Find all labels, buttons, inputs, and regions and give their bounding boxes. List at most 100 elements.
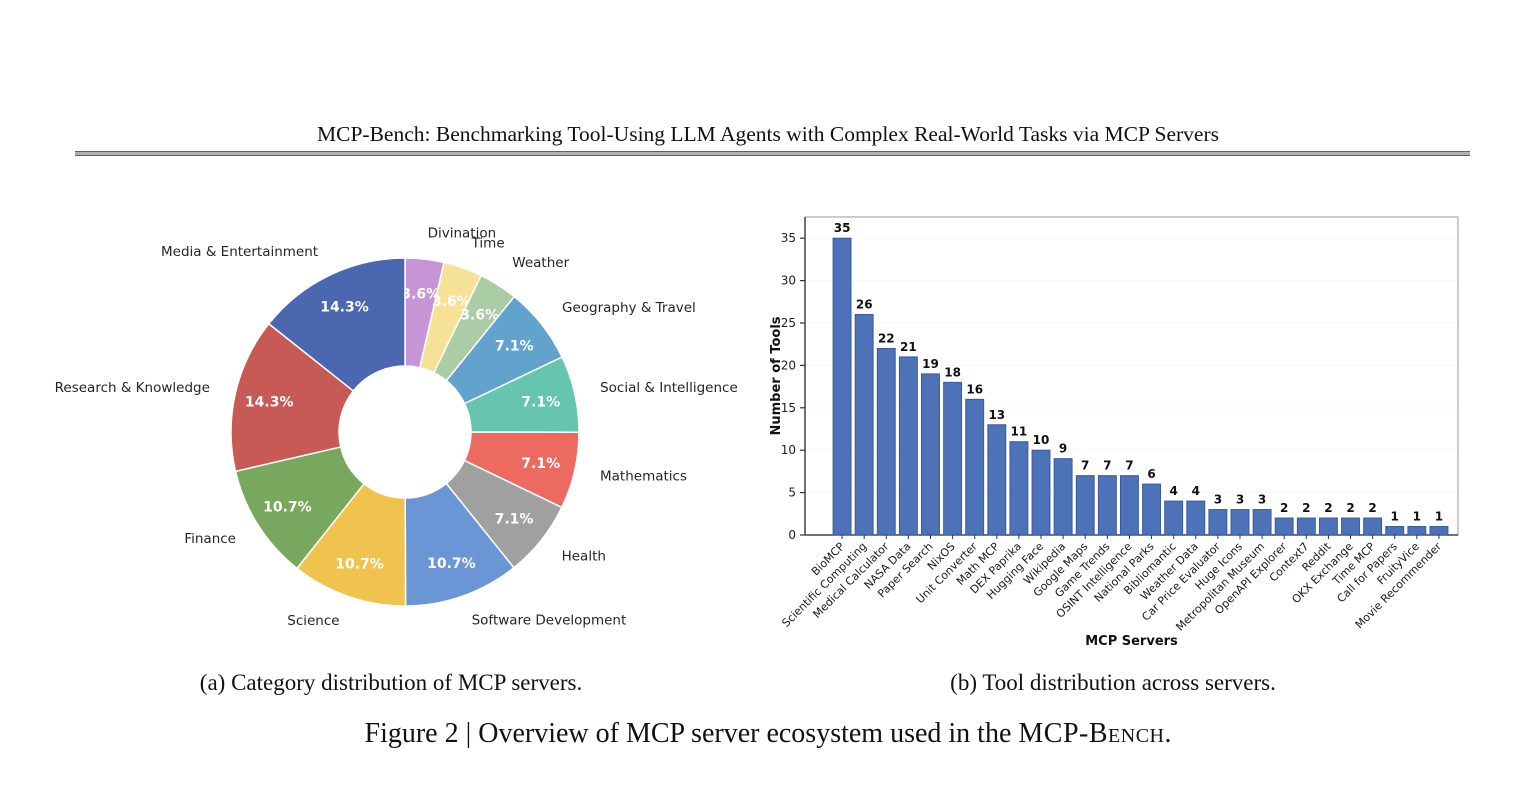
pie-percent-label-time: 3.6% xyxy=(432,294,471,310)
bar-value-label-math-mcp: 13 xyxy=(988,408,1005,422)
bar-value-label-unit-converter: 16 xyxy=(966,382,983,396)
pie-category-label-divination: Divination xyxy=(428,225,497,241)
pie-category-label-time: Time xyxy=(471,235,505,251)
pie-percent-label-weather: 3.6% xyxy=(460,308,499,324)
pie-category-label-health: Health xyxy=(562,548,606,564)
bar-okx-exchange xyxy=(1341,517,1360,536)
pie-percent-label-research-knowledge: 14.3% xyxy=(245,394,294,410)
bar-medical-calculator xyxy=(876,347,896,536)
bar-value-label-metropolitan-museum: 3 xyxy=(1258,493,1266,507)
bar-dex-paprika xyxy=(1009,441,1029,536)
pie-category-label-finance: Finance xyxy=(184,531,236,547)
bar-value-label-time-mcp: 2 xyxy=(1368,501,1376,515)
bar-nixos xyxy=(943,381,963,536)
bar-hugging-face xyxy=(1031,449,1051,536)
pie-slice-media-entertainment xyxy=(267,257,406,392)
bar-value-label-biomcp: 35 xyxy=(834,221,851,235)
bar-scientific-computing xyxy=(854,314,874,536)
pie-category-label-science: Science xyxy=(287,613,339,629)
bar-value-label-fruityvice: 1 xyxy=(1413,510,1421,524)
y-tick-label-10: 10 xyxy=(781,443,796,457)
bar-value-label-google-maps: 7 xyxy=(1081,459,1089,473)
bar-value-label-context7: 2 xyxy=(1302,501,1310,515)
figure-caption-prefix: Figure 2 | Overview of MCP server ecosys… xyxy=(364,718,1019,749)
pie-percent-label-science: 10.7% xyxy=(335,557,384,573)
subcaption-a: (a) Category distribution of MCP servers… xyxy=(199,670,583,695)
header-rule xyxy=(75,151,1470,156)
bar-openapi-explorer xyxy=(1274,517,1294,536)
bar-value-label-osint-intelligence: 7 xyxy=(1125,459,1133,473)
bar-fruityvice xyxy=(1407,526,1427,536)
bar-google-maps xyxy=(1075,475,1095,536)
pie-percent-label-mathematics: 7.1% xyxy=(521,456,560,472)
bar-biomcp xyxy=(832,237,852,536)
bar-value-label-nixos: 18 xyxy=(944,365,961,379)
bar-huge-icons xyxy=(1230,509,1250,536)
bar-value-label-okx-exchange: 2 xyxy=(1346,501,1354,515)
y-tick-label-5: 5 xyxy=(788,486,796,500)
bar-movie-recommender xyxy=(1429,526,1449,536)
bar-car-price-evaluator xyxy=(1208,509,1228,536)
bar-paper-search xyxy=(921,373,940,536)
pie-category-label-geography-travel: Geography & Travel xyxy=(562,300,696,316)
y-tick-label-15: 15 xyxy=(781,401,796,415)
pie-slice-research-knowledge xyxy=(230,322,355,473)
figure-caption-suffix: . xyxy=(1164,718,1172,749)
bar-call-for-papers xyxy=(1385,526,1405,536)
bar-game-trends xyxy=(1097,475,1117,536)
y-tick-label-20: 20 xyxy=(781,358,796,372)
bar-value-label-nasa-data: 21 xyxy=(900,340,917,354)
pie-chart: 3.6% Divination 3.6% Time 3.6% Weather 7.1% Geo… xyxy=(55,225,738,629)
y-tick-label-35: 35 xyxy=(781,231,796,245)
bar-value-label-weather-data: 4 xyxy=(1192,484,1200,498)
figure-caption-brand: MCP-Bench xyxy=(1018,718,1165,749)
bar-value-label-huge-icons: 3 xyxy=(1236,493,1244,507)
bar-value-label-bibliomantic: 4 xyxy=(1170,484,1178,498)
pie-percent-label-health: 7.1% xyxy=(495,512,534,528)
pie-category-label-social-intelligence: Social & Intelligence xyxy=(600,380,738,396)
x-axis-title: MCP Servers xyxy=(1085,634,1178,649)
bar-bibliomantic xyxy=(1164,500,1184,536)
pie-percent-label-media-entertainment: 14.3% xyxy=(320,300,369,316)
bar-time-mcp xyxy=(1363,517,1383,536)
bar-context7 xyxy=(1296,517,1316,536)
y-tick-label-30: 30 xyxy=(781,274,796,288)
bar-value-label-medical-calculator: 22 xyxy=(878,331,895,345)
y-tick-label-0: 0 xyxy=(788,528,796,542)
bar-value-label-movie-recommender: 1 xyxy=(1435,510,1443,524)
bar-nasa-data xyxy=(898,356,918,536)
pie-category-label-mathematics: Mathematics xyxy=(600,469,687,485)
bar-unit-converter xyxy=(965,398,985,536)
bar-value-label-scientific-computing: 26 xyxy=(856,298,873,312)
bar-wikipedia xyxy=(1053,458,1073,536)
pie-category-label-software-development: Software Development xyxy=(472,613,627,629)
bar-weather-data xyxy=(1186,500,1206,536)
bar-value-label-national-parks: 6 xyxy=(1147,467,1155,481)
pie-percent-label-finance: 10.7% xyxy=(263,500,312,516)
bar-value-label-dex-paprika: 11 xyxy=(1011,425,1028,439)
bar-value-label-reddit: 2 xyxy=(1324,501,1332,515)
pie-percent-label-divination: 3.6% xyxy=(401,287,440,303)
subcaption-b: (b) Tool distribution across servers. xyxy=(950,670,1276,695)
bar-national-parks xyxy=(1142,483,1162,536)
pie-percent-label-geography-travel: 7.1% xyxy=(495,339,534,355)
bar-osint-intelligence xyxy=(1119,475,1139,536)
bar-metropolitan-museum xyxy=(1252,509,1272,536)
bar-value-label-paper-search: 19 xyxy=(922,357,939,371)
bar-value-label-wikipedia: 9 xyxy=(1059,442,1067,456)
pie-category-label-weather: Weather xyxy=(512,255,569,271)
bar-value-label-hugging-face: 10 xyxy=(1033,433,1050,447)
pie-percent-label-social-intelligence: 7.1% xyxy=(521,394,560,410)
y-tick-label-25: 25 xyxy=(781,316,796,330)
pie-category-label-media-entertainment: Media & Entertainment xyxy=(161,244,318,260)
figure-caption: Figure 2 | Overview of MCP server ecosys… xyxy=(365,718,1172,750)
bar-value-label-openapi-explorer: 2 xyxy=(1280,501,1288,515)
pie-percent-label-software-development: 10.7% xyxy=(427,556,476,572)
bar-value-label-car-price-evaluator: 3 xyxy=(1214,493,1222,507)
bar-value-label-game-trends: 7 xyxy=(1103,459,1111,473)
bar-math-mcp xyxy=(987,424,1007,536)
y-axis-title: Number of Tools xyxy=(769,316,784,435)
bar-value-label-call-for-papers: 1 xyxy=(1391,510,1399,524)
